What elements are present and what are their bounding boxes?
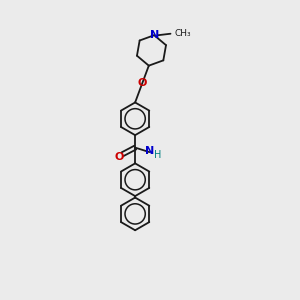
Text: O: O	[115, 152, 124, 161]
Text: O: O	[137, 79, 147, 88]
Text: H: H	[154, 150, 161, 160]
Text: N: N	[146, 146, 154, 157]
Text: N: N	[149, 30, 159, 40]
Text: CH₃: CH₃	[174, 29, 191, 38]
